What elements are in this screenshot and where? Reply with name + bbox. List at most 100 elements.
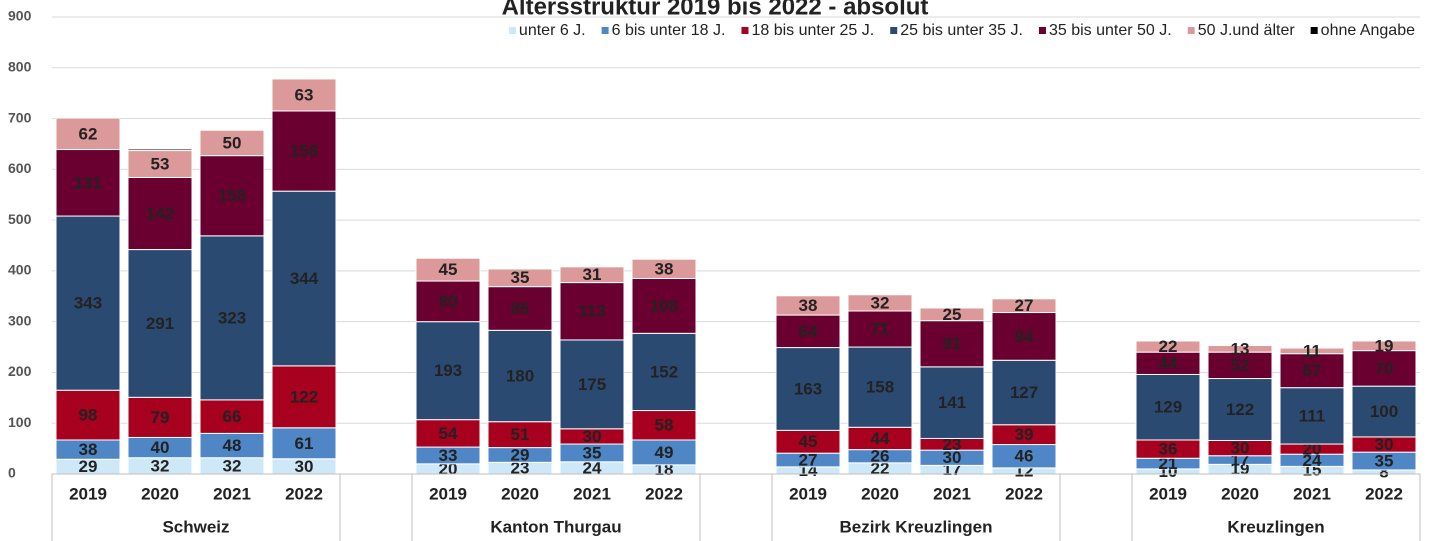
bar-segment <box>55 149 121 217</box>
bar-segment <box>631 332 697 412</box>
bar-segment <box>127 249 193 398</box>
data-label: 23 <box>511 459 530 478</box>
bar-segment <box>199 155 265 237</box>
chart-title: Altersstruktur 2019 bis 2022 - absolut <box>502 0 929 20</box>
data-label: 39 <box>1015 425 1034 444</box>
y-tick-label: 800 <box>8 58 32 74</box>
data-label: 21 <box>1159 454 1178 473</box>
x-tick-label: 2022 <box>1005 484 1043 503</box>
bar-segment <box>271 427 337 460</box>
x-tick-label: 2019 <box>69 484 107 503</box>
bar-segment <box>127 148 193 152</box>
data-label: 29 <box>79 457 98 476</box>
bar-segment <box>631 439 697 466</box>
data-label: 108 <box>650 296 678 315</box>
bar-segment <box>415 419 481 448</box>
data-label: 100 <box>1370 402 1398 421</box>
data-label: 141 <box>938 393 966 412</box>
bar-segment <box>631 258 697 280</box>
data-label: 158 <box>290 142 318 161</box>
y-tick-label: 700 <box>8 109 32 125</box>
group-label: Kanton Thurgau <box>490 517 621 536</box>
x-tick-label: 2021 <box>933 484 971 503</box>
legend-label: unter 6 J. <box>519 22 586 39</box>
data-label: 30 <box>943 448 962 467</box>
bar-segment <box>919 307 985 322</box>
data-label: 40 <box>151 438 170 457</box>
data-label: 32 <box>151 456 170 475</box>
legend-swatch <box>741 27 749 34</box>
bar-segment <box>919 366 985 439</box>
data-label: 45 <box>799 432 818 451</box>
x-tick-label: 2019 <box>429 484 467 503</box>
bar-segment <box>415 280 481 323</box>
legend-label: ohne Angabe <box>1321 22 1415 39</box>
bar-segment <box>415 321 481 421</box>
data-label: 80 <box>439 292 458 311</box>
data-label: 53 <box>151 154 170 173</box>
bar-segment <box>991 298 1057 314</box>
data-label: 24 <box>1303 451 1322 470</box>
legend-label: 50 J.und älter <box>1198 22 1296 39</box>
x-tick-label: 2022 <box>285 484 323 503</box>
bar-segment <box>199 235 265 401</box>
y-tick-label: 100 <box>8 414 32 430</box>
data-label: 91 <box>943 334 962 353</box>
data-label: 22 <box>1159 337 1178 356</box>
data-label: 64 <box>799 322 818 341</box>
legend-label: 6 bis unter 18 J. <box>612 22 726 39</box>
data-label: 129 <box>1154 398 1182 417</box>
bar-segment <box>199 129 265 157</box>
bar-segment <box>487 329 553 423</box>
data-label: 193 <box>434 361 462 380</box>
bar-segment <box>199 399 265 434</box>
data-label: 163 <box>794 379 822 398</box>
data-label: 30 <box>583 427 602 446</box>
bar-segment <box>1135 373 1201 441</box>
bar-segment <box>559 282 625 341</box>
data-label: 52 <box>1231 356 1250 375</box>
data-label: 35 <box>583 443 602 462</box>
data-label: 31 <box>583 265 602 284</box>
data-label: 26 <box>871 447 890 466</box>
group-label: Kreuzlingen <box>1227 517 1324 536</box>
data-label: 27 <box>799 451 818 470</box>
data-label: 29 <box>511 445 530 464</box>
data-label: 36 <box>1159 440 1178 459</box>
data-label: 11 <box>1303 341 1321 360</box>
group-label: Bezirk Kreuzlingen <box>839 517 992 536</box>
data-label: 67 <box>1303 361 1322 380</box>
data-label: 8 <box>1379 462 1388 481</box>
data-label: 23 <box>943 435 962 454</box>
bar-segment <box>55 117 121 151</box>
data-label: 61 <box>295 434 314 453</box>
data-label: 111 <box>1299 406 1326 425</box>
data-label: 22 <box>871 459 890 478</box>
data-label: 323 <box>218 308 246 327</box>
bar-segment <box>199 432 265 459</box>
bar-segment <box>271 78 337 112</box>
bar-segment <box>271 365 337 429</box>
data-label: 158 <box>866 378 894 397</box>
legend-label: 18 bis unter 25 J. <box>751 22 874 39</box>
x-tick-label: 2021 <box>573 484 611 503</box>
data-label: 71 <box>871 320 890 339</box>
x-tick-label: 2022 <box>645 484 683 503</box>
data-label: 30 <box>1231 439 1250 458</box>
data-label: 44 <box>871 429 890 448</box>
bar-segment <box>775 314 841 349</box>
bar-segment <box>1207 378 1273 441</box>
data-label: 51 <box>511 425 530 444</box>
bar-segment <box>631 278 697 334</box>
data-label: 58 <box>655 416 674 435</box>
bar-segment <box>1351 340 1417 352</box>
data-label: 32 <box>223 456 242 475</box>
data-label: 49 <box>655 443 674 462</box>
data-label: 46 <box>1015 447 1034 466</box>
legend-swatch <box>1310 27 1318 34</box>
x-tick-label: 2022 <box>1365 484 1403 503</box>
y-tick-label: 400 <box>8 262 32 278</box>
bar-segment <box>847 294 913 312</box>
data-label: 113 <box>578 302 605 321</box>
bar-segment <box>559 339 625 430</box>
